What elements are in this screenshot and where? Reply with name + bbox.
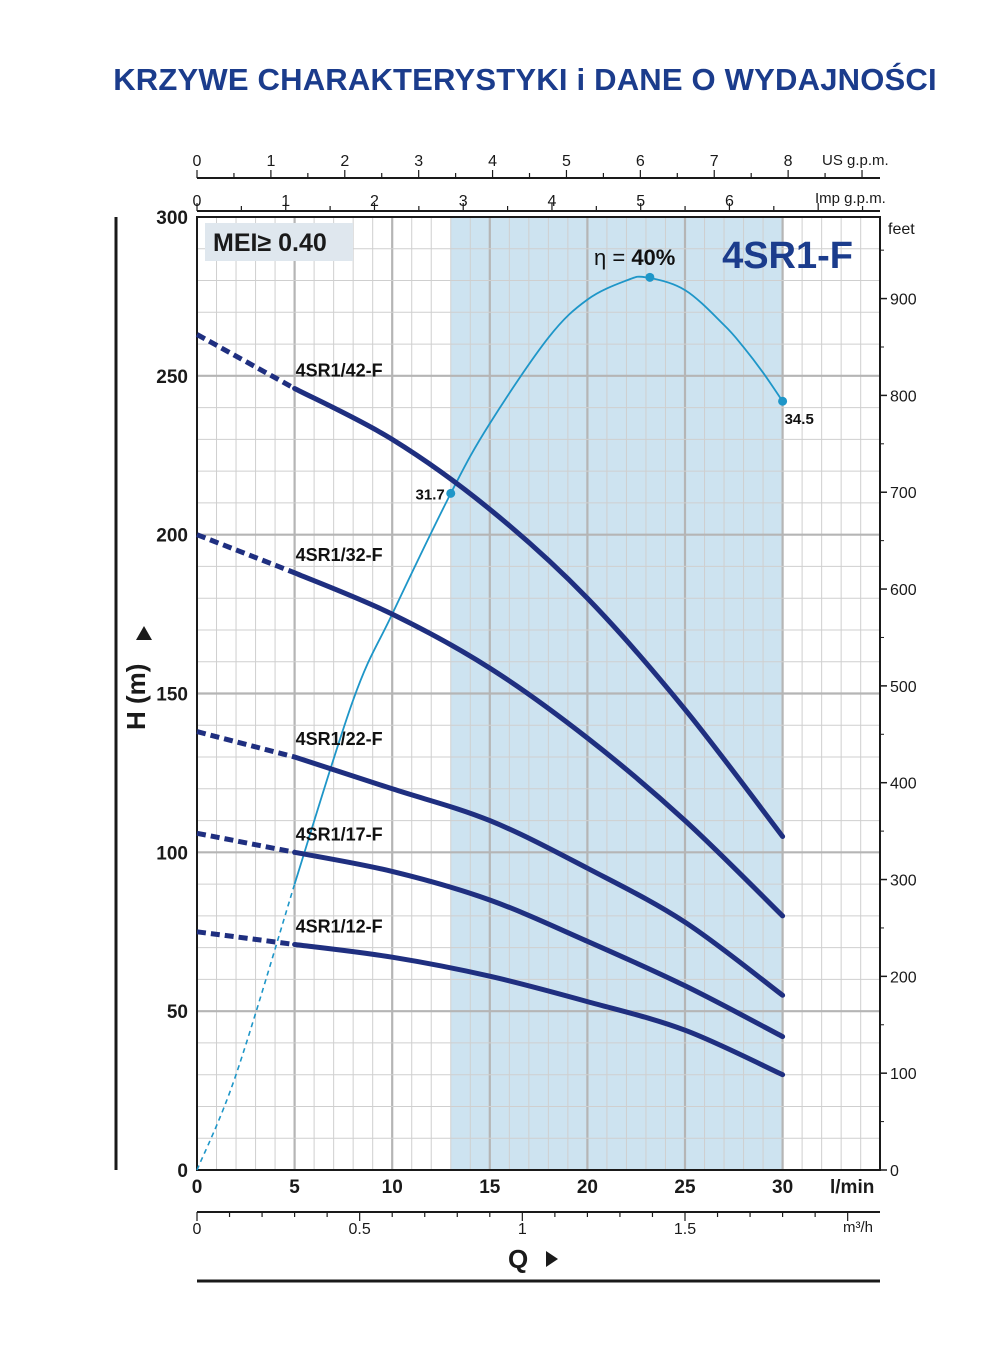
y-tick-label: 0 <box>177 1161 188 1182</box>
y-tick-label: 300 <box>156 208 188 229</box>
page-title: KRZYWE CHARAKTERYSTYKI i DANE O WYDAJNOŚ… <box>113 62 937 97</box>
efficiency-point <box>778 396 788 406</box>
efficiency-peak-label: η = 40% <box>594 245 675 270</box>
efficiency-point-label: 34.5 <box>785 411 814 428</box>
pump-curve-dashed <box>195 332 296 391</box>
usgpm-tick-label: 7 <box>710 153 719 170</box>
feet-tick-label: 500 <box>890 679 917 696</box>
x-tick-label: 15 <box>479 1177 501 1198</box>
feet-tick-label: 300 <box>890 873 917 890</box>
feet-unit-label: feet <box>888 221 915 238</box>
x-axis-arrow-icon <box>546 1251 558 1267</box>
impgpm-tick-label: 1 <box>281 193 290 210</box>
impgpm-tick-label: 2 <box>370 193 379 210</box>
y-tick-label: 50 <box>167 1002 188 1023</box>
y-tick-label: 150 <box>156 685 188 706</box>
mei-badge: MEI≥ 0.40 <box>213 229 327 257</box>
pump-curve <box>292 754 786 998</box>
pump-curve <box>292 849 786 1040</box>
feet-tick-label: 200 <box>890 969 917 986</box>
model-title: 4SR1-F <box>722 235 853 277</box>
y-axis-arrow-icon <box>136 626 152 640</box>
feet-tick-label: 0 <box>890 1163 899 1180</box>
feet-tick-label: 800 <box>890 388 917 405</box>
efficiency-point-label: 31.7 <box>416 486 445 503</box>
series-label: 4SR1/17-F <box>296 824 383 844</box>
pump-curve-dashed <box>196 830 296 855</box>
series-label: 4SR1/12-F <box>296 916 383 936</box>
y-tick-label: 250 <box>156 367 188 388</box>
x-tick-label: 25 <box>674 1177 696 1198</box>
impgpm-unit-label: Imp g.p.m. <box>815 190 886 207</box>
y-axis-label: H (m) <box>121 664 151 730</box>
pump-curve <box>292 386 786 839</box>
impgpm-tick-label: 5 <box>636 193 645 210</box>
efficiency-curve-dashed <box>196 883 296 1171</box>
feet-tick-label: 600 <box>890 582 917 599</box>
x-tick-label: 0 <box>192 1177 203 1198</box>
m3h-tick-label: 1 <box>518 1221 527 1238</box>
efficiency-point <box>645 272 655 282</box>
m3h-tick-label: 1.5 <box>674 1221 696 1238</box>
efficiency-point <box>446 488 456 498</box>
x-axis-label: Q <box>508 1244 528 1274</box>
usgpm-tick-label: 6 <box>636 153 645 170</box>
pump-curve <box>292 570 786 919</box>
impgpm-tick-label: 0 <box>193 193 202 210</box>
impgpm-tick-label: 3 <box>459 193 468 210</box>
feet-tick-label: 400 <box>890 776 917 793</box>
plot-frame <box>196 216 881 1171</box>
m3h-tick-label: 0 <box>193 1221 202 1238</box>
usgpm-tick-label: 2 <box>340 153 349 170</box>
feet-tick-label: 100 <box>890 1066 917 1083</box>
impgpm-tick-label: 6 <box>725 193 734 210</box>
efficiency-curve <box>293 275 784 885</box>
x-tick-label: 5 <box>289 1177 300 1198</box>
m3h-tick-label: 0.5 <box>349 1221 371 1238</box>
usgpm-tick-label: 3 <box>414 153 423 170</box>
usgpm-tick-label: 1 <box>266 153 275 170</box>
x-tick-label: 10 <box>382 1177 403 1198</box>
usgpm-tick-label: 4 <box>488 153 497 170</box>
usgpm-unit-label: US g.p.m. <box>822 152 889 169</box>
x-tick-label: 30 <box>772 1177 793 1198</box>
mei-badge-background <box>205 223 353 261</box>
impgpm-tick-label: 4 <box>548 193 557 210</box>
pump-curve-dashed <box>196 929 295 947</box>
usgpm-tick-label: 8 <box>784 153 793 170</box>
series-label: 4SR1/42-F <box>296 361 383 381</box>
series-label: 4SR1/32-F <box>296 545 383 565</box>
feet-tick-label: 700 <box>890 485 917 502</box>
x-tick-label: 20 <box>577 1177 598 1198</box>
feet-tick-label: 900 <box>890 292 917 309</box>
usgpm-tick-label: 0 <box>193 153 202 170</box>
lmin-unit-label: l/min <box>830 1177 874 1198</box>
pump-curve-dashed <box>196 729 296 760</box>
usgpm-tick-label: 5 <box>562 153 571 170</box>
y-tick-label: 200 <box>156 526 188 547</box>
series-label: 4SR1/22-F <box>296 729 383 749</box>
y-tick-label: 100 <box>156 843 188 864</box>
pump-curve <box>292 942 786 1078</box>
m3h-unit-label: m³/h <box>843 1219 873 1236</box>
pump-curve-dashed <box>196 532 296 576</box>
